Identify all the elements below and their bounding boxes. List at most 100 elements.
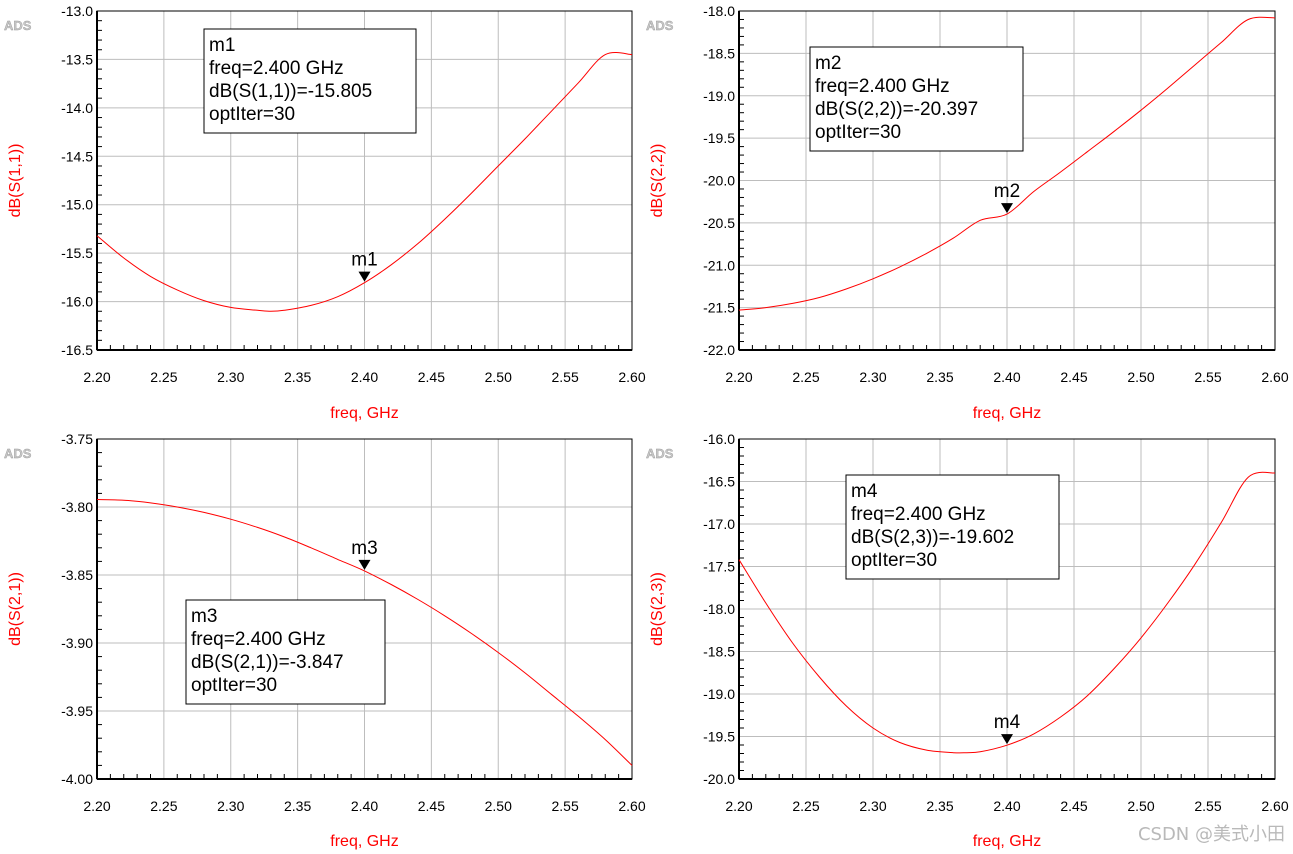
x-tick-label: 2.60 [618,369,645,385]
x-axis-label: freq, GHz [973,833,1041,850]
y-tick-label: -15.5 [61,245,93,261]
chart-panel-3: ADS -3.75 -3.80 -3.85 -3.90 -3.95 -4.00 2.20 2.2… [4,431,646,850]
y-tick-label: -3.90 [61,635,93,651]
y-tick-label: -18.5 [703,45,735,61]
series-line [96,499,633,766]
x-tick-label: 2.25 [150,369,177,385]
x-tick-label: 2.35 [284,369,311,385]
ads-logo: ADS [646,18,674,33]
y-tick-label: -19.0 [703,88,735,104]
y-tick-label: -14.0 [61,100,93,116]
x-tick-label: 2.25 [150,798,177,814]
y-axis-label: dB(S(2,2)) [649,144,666,218]
series-line [738,471,1276,754]
marker-label: m4 [994,712,1021,733]
marker-label: m2 [994,181,1020,202]
y-axis-label: dB(S(2,3)) [649,572,666,646]
marker-readout-line: m3 [191,606,217,627]
y-tick-label: -16.5 [61,342,93,358]
x-axis-label: freq, GHz [330,833,398,850]
x-tick-label: 2.60 [1261,369,1288,385]
x-tick-label: 2.20 [83,369,110,385]
x-tick-label: 2.45 [1060,369,1087,385]
marker-readout-line: freq=2.400 GHz [191,629,326,650]
y-axis-label: dB(S(2,1)) [7,572,24,646]
y-tick-label: -14.5 [61,148,93,164]
y-tick-label: -3.85 [61,567,93,583]
y-tick-label: -15.0 [61,197,93,213]
marker-triangle [358,559,371,570]
x-tick-label: 2.30 [859,369,886,385]
y-tick-label: -20.0 [703,771,735,787]
marker-readout-box [203,28,417,134]
marker-readout-line: optIter=30 [851,550,937,571]
marker-readout-line: dB(S(1,1))=-15.805 [209,81,372,102]
marker-label: m1 [351,250,377,271]
y-tick-label: -16.0 [61,294,93,310]
x-tick-label: 2.55 [552,369,579,385]
marker-readout-box [185,599,386,705]
x-tick-label: 2.40 [993,369,1020,385]
marker-readout-line: m4 [851,481,878,502]
marker-triangle [1001,734,1013,745]
y-tick-label: -20.0 [703,173,735,189]
x-tick-label: 2.55 [1194,798,1221,814]
x-tick-label: 2.50 [485,798,512,814]
marker-readout-line: optIter=30 [209,104,295,125]
x-tick-label: 2.35 [926,369,953,385]
marker-readout-line: dB(S(2,3))=-19.602 [851,527,1014,548]
x-tick-label: 2.25 [792,369,819,385]
y-tick-label: -17.0 [703,516,735,532]
x-tick-label: 2.60 [618,798,645,814]
y-tick-label: -21.5 [703,300,735,316]
y-tick-label: -21.0 [703,257,735,273]
x-axis-label: freq, GHz [330,405,398,422]
x-tick-label: 2.20 [725,798,752,814]
x-tick-label: 2.50 [1127,369,1154,385]
ads-logo: ADS [646,446,674,461]
y-tick-label: -22.0 [703,342,735,358]
marker-readout-box [809,46,1024,152]
marker-label: m3 [351,538,377,559]
x-tick-label: 2.50 [1127,798,1154,814]
series-line [96,52,633,312]
y-tick-label: -3.80 [61,499,93,515]
marker-triangle [1001,203,1013,214]
x-tick-label: 2.35 [284,798,311,814]
x-tick-label: 2.45 [418,798,445,814]
y-tick-label: -19.0 [703,686,735,702]
x-tick-label: 2.30 [217,369,244,385]
marker-readout-line: freq=2.400 GHz [851,504,986,525]
x-tick-label: 2.30 [217,798,244,814]
y-tick-label: -13.0 [61,3,93,19]
y-tick-label: -18.5 [703,644,735,660]
watermark: CSDN @美式小田 [1137,824,1285,845]
x-tick-label: 2.40 [993,798,1020,814]
x-axis-label: freq, GHz [973,405,1041,422]
x-tick-label: 2.35 [926,798,953,814]
y-tick-label: -4.00 [61,771,93,787]
chart-panel-2: ADS -18.0 -18.5 -19.0 -19.5 -20.0 -20.5 -21.0 -2… [646,3,1289,422]
y-tick-label: -3.95 [61,703,93,719]
y-tick-label: -16.0 [703,431,735,447]
marker-readout-line: dB(S(2,1))=-3.847 [191,652,344,673]
x-tick-label: 2.50 [485,369,512,385]
x-tick-label: 2.45 [1060,798,1087,814]
series-line [738,16,1276,311]
marker-readout-line: freq=2.400 GHz [209,58,344,79]
marker-readout-line: m1 [209,35,235,56]
marker-readout-line: optIter=30 [191,675,277,696]
x-tick-label: 2.20 [725,369,752,385]
ads-logo: ADS [4,18,32,33]
x-tick-label: 2.45 [418,369,445,385]
x-tick-label: 2.30 [859,798,886,814]
y-tick-label: -16.5 [703,474,735,490]
marker-readout-box [845,474,1060,580]
x-tick-label: 2.20 [83,798,110,814]
y-tick-label: -19.5 [703,130,735,146]
x-tick-label: 2.55 [1194,369,1221,385]
y-tick-label: -18.0 [703,3,735,19]
y-tick-label: -19.5 [703,729,735,745]
marker-readout-line: dB(S(2,2))=-20.397 [815,99,978,120]
